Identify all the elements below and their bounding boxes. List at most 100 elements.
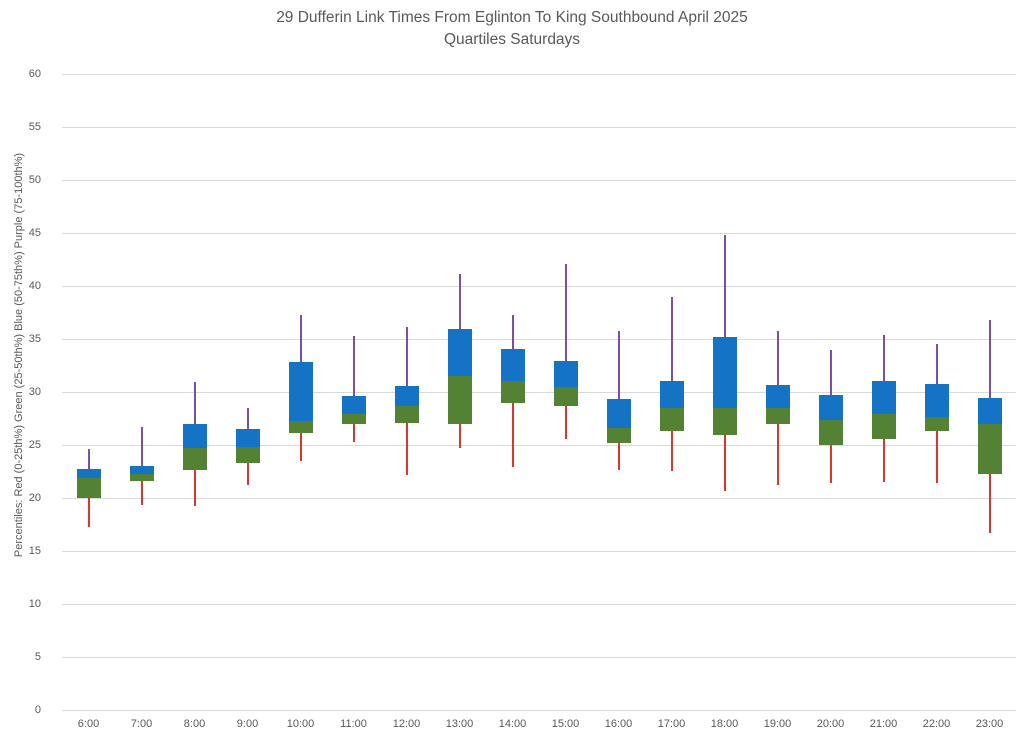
upper-box-blue — [924, 383, 949, 418]
x-tick-label: 13:00 — [445, 718, 474, 730]
upper-whisker-purple — [776, 330, 779, 385]
lower-whisker-red — [617, 442, 620, 471]
chart-title-block: 29 Dufferin Link Times From Eglinton To … — [0, 7, 1024, 51]
gridline — [62, 73, 1016, 75]
gridline — [62, 709, 1016, 711]
x-tick-label: 22:00 — [922, 718, 951, 730]
x-tick-label: 21:00 — [869, 718, 898, 730]
lower-box-green — [235, 447, 260, 463]
upper-box-blue — [712, 336, 737, 408]
x-tick-label: 8:00 — [183, 718, 206, 730]
upper-box-blue — [871, 381, 896, 415]
gridline — [62, 126, 1016, 128]
x-tick-label: 11:00 — [340, 718, 367, 730]
y-tick-label: 0 — [34, 704, 41, 716]
lower-whisker-red — [723, 435, 726, 491]
lower-box-green — [765, 407, 790, 424]
x-tick-label: 14:00 — [498, 718, 527, 730]
x-tick-label: 15:00 — [551, 718, 580, 730]
y-tick-label: 25 — [28, 439, 41, 451]
gridline — [62, 179, 1016, 181]
lower-whisker-red — [405, 422, 408, 475]
gridline — [62, 497, 1016, 499]
lower-whisker-red — [988, 473, 991, 533]
lower-whisker-red — [193, 470, 196, 507]
lower-box-green — [924, 417, 949, 432]
lower-whisker-red — [829, 445, 832, 484]
upper-box-blue — [818, 395, 843, 420]
upper-box-blue — [606, 399, 631, 429]
upper-box-blue — [235, 429, 260, 448]
lower-whisker-red — [882, 438, 885, 483]
lower-box-green — [553, 386, 578, 406]
lower-box-green — [182, 448, 207, 471]
lower-whisker-red — [458, 423, 461, 449]
x-tick-label: 19:00 — [763, 718, 792, 730]
lower-box-green — [76, 477, 101, 498]
upper-whisker-purple — [458, 274, 461, 330]
upper-box-blue — [341, 396, 366, 415]
upper-box-blue — [553, 361, 578, 387]
upper-box-blue — [500, 348, 525, 382]
gridline — [62, 285, 1016, 287]
upper-box-blue — [977, 398, 1002, 424]
x-tick-label: 6:00 — [77, 718, 100, 730]
lower-box-green — [606, 428, 631, 443]
lower-box-green — [288, 420, 313, 434]
upper-whisker-purple — [564, 263, 567, 362]
x-tick-label: 12:00 — [392, 718, 421, 730]
upper-whisker-purple — [988, 319, 991, 399]
y-tick-label: 30 — [28, 386, 41, 398]
lower-box-green — [818, 419, 843, 445]
upper-whisker-purple — [935, 344, 938, 384]
gridline — [62, 338, 1016, 340]
y-tick-label: 45 — [28, 227, 41, 239]
upper-whisker-purple — [299, 314, 302, 363]
y-tick-label: 20 — [28, 492, 41, 504]
upper-box-blue — [182, 423, 207, 449]
upper-whisker-purple — [670, 296, 673, 382]
upper-whisker-purple — [246, 407, 249, 430]
upper-box-blue — [447, 329, 472, 377]
x-tick-label: 20:00 — [816, 718, 845, 730]
lower-whisker-red — [140, 481, 143, 506]
lower-whisker-red — [299, 433, 302, 461]
gridline — [62, 603, 1016, 605]
gridline — [62, 550, 1016, 552]
x-tick-label: 16:00 — [604, 718, 633, 730]
x-tick-label: 23:00 — [975, 718, 1004, 730]
lower-box-green — [341, 414, 366, 424]
chart-title: 29 Dufferin Link Times From Eglinton To … — [276, 9, 748, 26]
x-tick-label: 9:00 — [236, 718, 259, 730]
lower-whisker-red — [511, 402, 514, 468]
x-tick-label: 18:00 — [710, 718, 739, 730]
lower-whisker-red — [352, 423, 355, 442]
gridline — [62, 656, 1016, 658]
upper-whisker-purple — [193, 382, 196, 424]
lower-whisker-red — [246, 463, 249, 486]
gridline — [62, 391, 1016, 393]
x-tick-label: 7:00 — [130, 718, 153, 730]
y-tick-label: 60 — [28, 68, 41, 80]
lower-whisker-red — [776, 423, 779, 486]
upper-box-blue — [76, 469, 101, 478]
upper-whisker-purple — [723, 235, 726, 337]
upper-whisker-purple — [352, 335, 355, 397]
upper-box-blue — [394, 385, 419, 406]
lower-whisker-red — [87, 498, 90, 527]
upper-whisker-purple — [511, 314, 514, 349]
x-tick-label: 10:00 — [286, 718, 315, 730]
gridline — [62, 444, 1016, 446]
lower-box-green — [977, 423, 1002, 474]
lower-whisker-red — [564, 405, 567, 439]
lower-box-green — [659, 407, 684, 432]
upper-whisker-purple — [87, 449, 90, 470]
lower-box-green — [447, 376, 472, 424]
lower-box-green — [712, 407, 737, 436]
y-tick-label: 55 — [28, 121, 41, 133]
upper-whisker-purple — [882, 334, 885, 382]
gridline — [62, 232, 1016, 234]
upper-whisker-purple — [140, 426, 143, 467]
lower-whisker-red — [670, 431, 673, 472]
